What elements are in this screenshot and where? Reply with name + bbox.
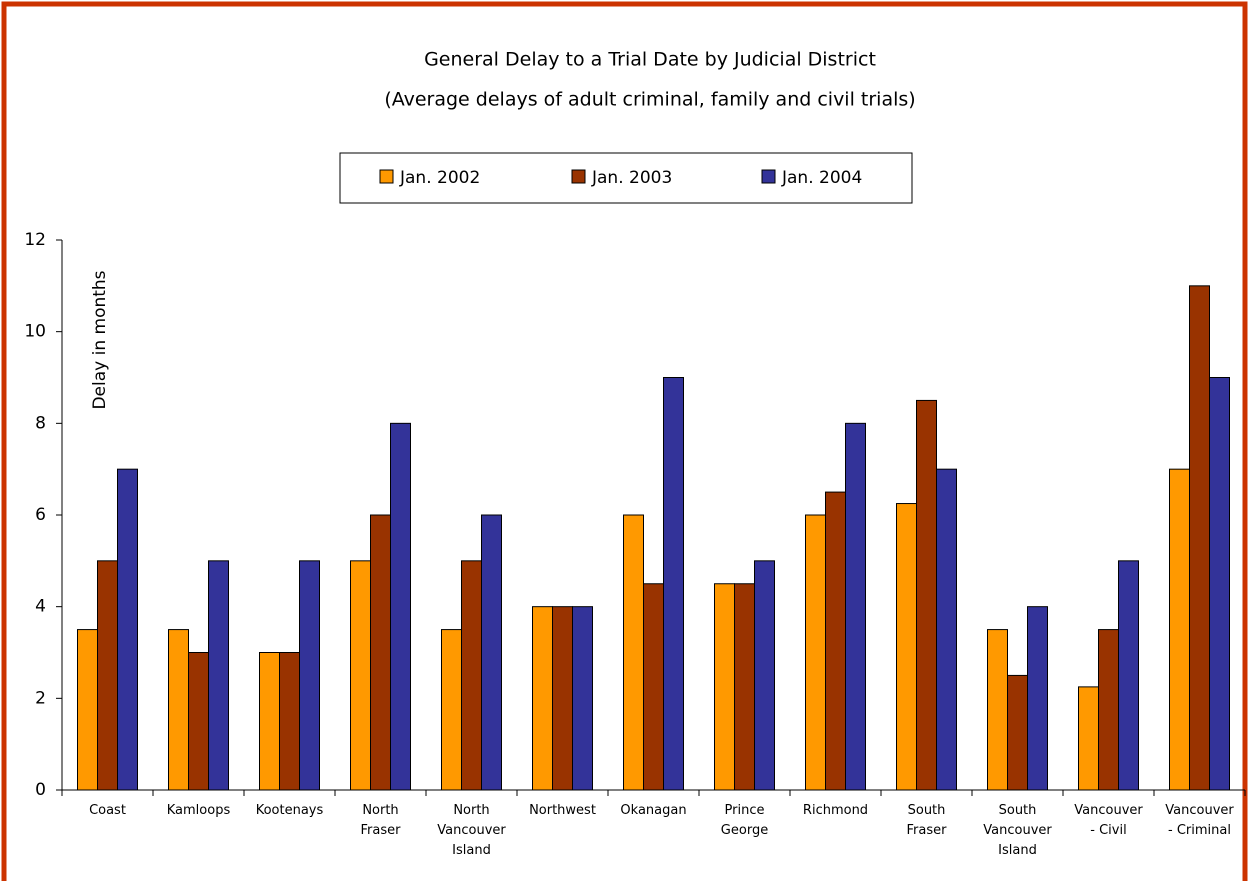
bar [350,560,371,791]
x-tick-label: Vancouver - Criminal [1165,803,1234,838]
bar [1007,674,1028,791]
bar [259,652,280,791]
bar [370,514,391,791]
bar [1209,377,1230,791]
bar [1098,629,1119,791]
y-tick-label: 10 [24,322,46,342]
legend-label: Jan. 2003 [591,168,672,188]
y-tick-label: 6 [35,505,46,525]
bar [643,583,664,791]
x-tick-label: South Fraser [907,803,948,838]
x-tick-label: North Fraser [361,803,402,838]
bar [663,377,684,791]
bar [825,491,846,791]
bar [714,583,735,791]
bar [572,606,593,791]
bar [532,606,553,791]
x-tick-label: Coast [89,803,126,818]
x-tick-label: Prince George [721,803,768,838]
bar [279,652,300,791]
bar [1169,468,1190,791]
bar [1189,285,1210,791]
legend-label: Jan. 2004 [781,168,862,188]
bar [754,560,775,791]
y-tick-label: 8 [35,413,46,433]
bar [441,629,462,791]
chart-subtitle: (Average delays of adult criminal, famil… [384,89,915,111]
bar [97,560,118,791]
bar [299,560,320,791]
x-tick-label: Kootenays [256,803,324,818]
y-tick-label: 0 [35,780,46,800]
x-tick-label: Okanagan [620,803,686,818]
bar [208,560,229,791]
bar [390,422,411,791]
bar [1027,606,1048,791]
bar [734,583,755,791]
bar [188,652,209,791]
x-tick-label: North Vancouver Island [437,803,506,858]
bar [1078,686,1099,791]
x-tick-label: Vancouver - Civil [1074,803,1143,838]
legend-swatch [571,169,586,184]
y-tick-label: 2 [35,688,46,708]
legend-swatch [761,169,776,184]
y-tick-label: 4 [35,597,46,617]
bar [916,399,937,791]
legend-box [339,152,913,204]
bar [936,468,957,791]
bar [1118,560,1139,791]
legend-label: Jan. 2002 [399,168,480,188]
bar [77,629,98,791]
bar [896,503,917,791]
bar [987,629,1008,791]
x-tick-label: Richmond [803,803,868,818]
bar [623,514,644,791]
bar [481,514,502,791]
bar [117,468,138,791]
bar [461,560,482,791]
legend-swatch [379,169,394,184]
bar [168,629,189,791]
x-tick-label: Northwest [529,803,596,818]
bar [805,514,826,791]
x-tick-label: South Vancouver Island [983,803,1052,858]
bar [552,606,573,791]
bar [845,422,866,791]
y-axis-label: Delay in months [90,270,110,409]
x-tick-label: Kamloops [167,803,231,818]
y-tick-label: 12 [24,230,46,250]
chart-title: General Delay to a Trial Date by Judicia… [424,49,876,71]
